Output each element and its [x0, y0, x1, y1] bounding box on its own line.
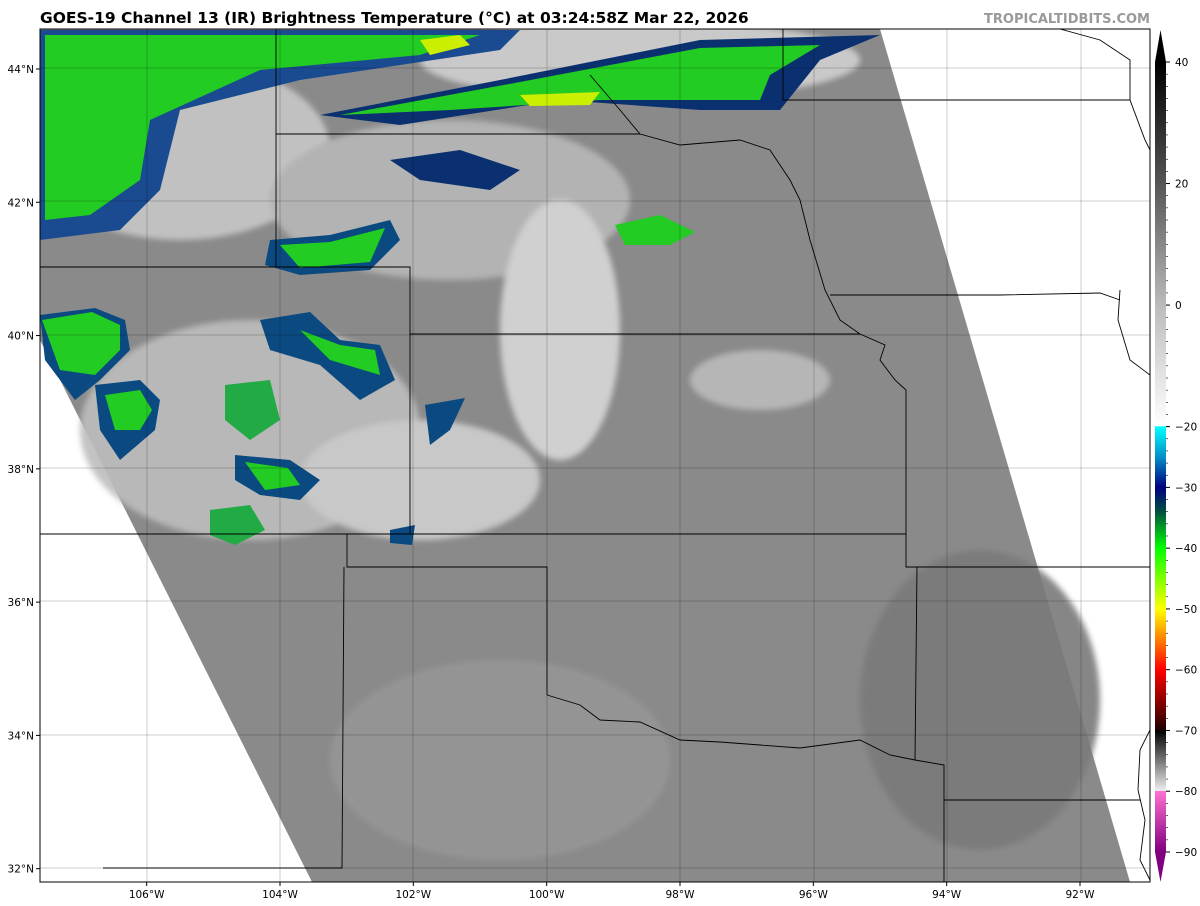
- map-frame: [39, 28, 1151, 883]
- lon-tick-label: 104°W: [262, 889, 298, 901]
- colorbar-tick-label: −50: [1175, 604, 1197, 616]
- graticule: [40, 29, 1150, 882]
- lat-tick-label: 34°N: [8, 730, 34, 742]
- colorbar-tick-label: −80: [1175, 786, 1197, 798]
- lon-tick-label: 98°W: [666, 889, 696, 901]
- lat-tick-label: 44°N: [8, 64, 34, 76]
- lon-tick-label: 100°W: [529, 889, 565, 901]
- colorbar: 40 20 0 −20 −30 −40 −50 −60 −70 −80 −90: [1155, 30, 1197, 882]
- colorbar-tick-label: −60: [1175, 665, 1197, 677]
- longitude-ticks: 106°W 104°W 102°W 100°W 98°W 96°W 94°W 92°W: [129, 882, 1095, 901]
- colorbar-tick-label: 40: [1175, 57, 1188, 69]
- lon-tick-label: 106°W: [129, 889, 165, 901]
- colorbar-tick-label: −20: [1175, 422, 1197, 434]
- lon-tick-label: 96°W: [799, 889, 829, 901]
- lon-tick-label: 92°W: [1066, 889, 1096, 901]
- lon-tick-label: 102°W: [395, 889, 431, 901]
- colorbar-tick-label: −70: [1175, 725, 1197, 737]
- colorbar-max-arrow: [1155, 30, 1166, 62]
- colorbar-scale: [1155, 62, 1166, 852]
- map-title: GOES-19 Channel 13 (IR) Brightness Tempe…: [40, 9, 749, 27]
- state-borders: [40, 29, 1150, 882]
- colorbar-tick-label: 0: [1175, 300, 1182, 312]
- colorbar-tick-label: −30: [1175, 482, 1197, 494]
- colorbar-tick-label: 20: [1175, 179, 1188, 191]
- colorbar-tick-label: −90: [1175, 847, 1197, 859]
- brand-watermark: TROPICALTIDBITS.COM: [984, 12, 1150, 27]
- lat-tick-label: 40°N: [8, 331, 34, 343]
- cold-cloud-tops: [40, 30, 880, 545]
- lat-tick-label: 32°N: [8, 864, 34, 876]
- lon-tick-label: 94°W: [932, 889, 962, 901]
- colorbar-min-arrow: [1155, 852, 1166, 882]
- lat-tick-label: 38°N: [8, 464, 34, 476]
- latitude-ticks: 44°N 42°N 40°N 38°N 36°N 34°N 32°N: [8, 64, 40, 876]
- colorbar-tick-label: −40: [1175, 543, 1197, 555]
- lat-tick-label: 36°N: [8, 597, 34, 609]
- lat-tick-label: 42°N: [8, 197, 34, 209]
